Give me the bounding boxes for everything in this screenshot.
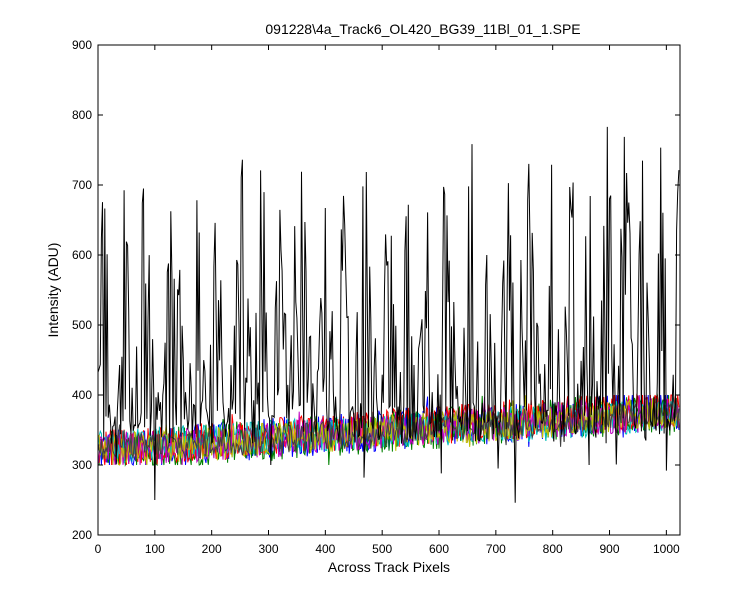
y-tick-label: 200 xyxy=(72,528,92,542)
y-tick-label: 300 xyxy=(72,458,92,472)
x-axis-label: Across Track Pixels xyxy=(328,559,450,575)
axes-frame xyxy=(97,44,681,536)
y-tick-label: 900 xyxy=(72,38,92,52)
x-tick-label: 0 xyxy=(95,542,102,556)
x-tick-label: 300 xyxy=(258,542,278,556)
y-tick-label: 400 xyxy=(72,388,92,402)
y-tick-label: 700 xyxy=(72,178,92,192)
x-tick-label: 200 xyxy=(202,542,222,556)
x-tick-label: 800 xyxy=(543,542,563,556)
x-tick-label: 400 xyxy=(315,542,335,556)
y-axis: 200 300 400 500 600 700 800 900 xyxy=(72,38,680,542)
x-tick-label: 600 xyxy=(429,542,449,556)
x-tick-label: 100 xyxy=(145,542,165,556)
noise-series-line xyxy=(97,399,680,462)
x-tick-label: 500 xyxy=(372,542,392,556)
series-layer xyxy=(97,126,680,503)
y-tick-label: 500 xyxy=(72,318,92,332)
y-tick-label: 600 xyxy=(72,248,92,262)
x-tick-label: 900 xyxy=(600,542,620,556)
x-tick-label: 700 xyxy=(486,542,506,556)
x-axis: 0 100 200 300 400 500 600 700 800 900 1000 xyxy=(95,45,680,556)
chart-title: 091228\4a_Track6_OL420_BG39_11Bl_01_1.SP… xyxy=(265,21,580,37)
black-spike-series-line xyxy=(97,126,680,503)
plot-area xyxy=(97,44,681,536)
x-tick-label: 1000 xyxy=(653,542,680,556)
y-tick-label: 800 xyxy=(72,108,92,122)
y-axis-label: Intensity (ADU) xyxy=(45,243,61,338)
